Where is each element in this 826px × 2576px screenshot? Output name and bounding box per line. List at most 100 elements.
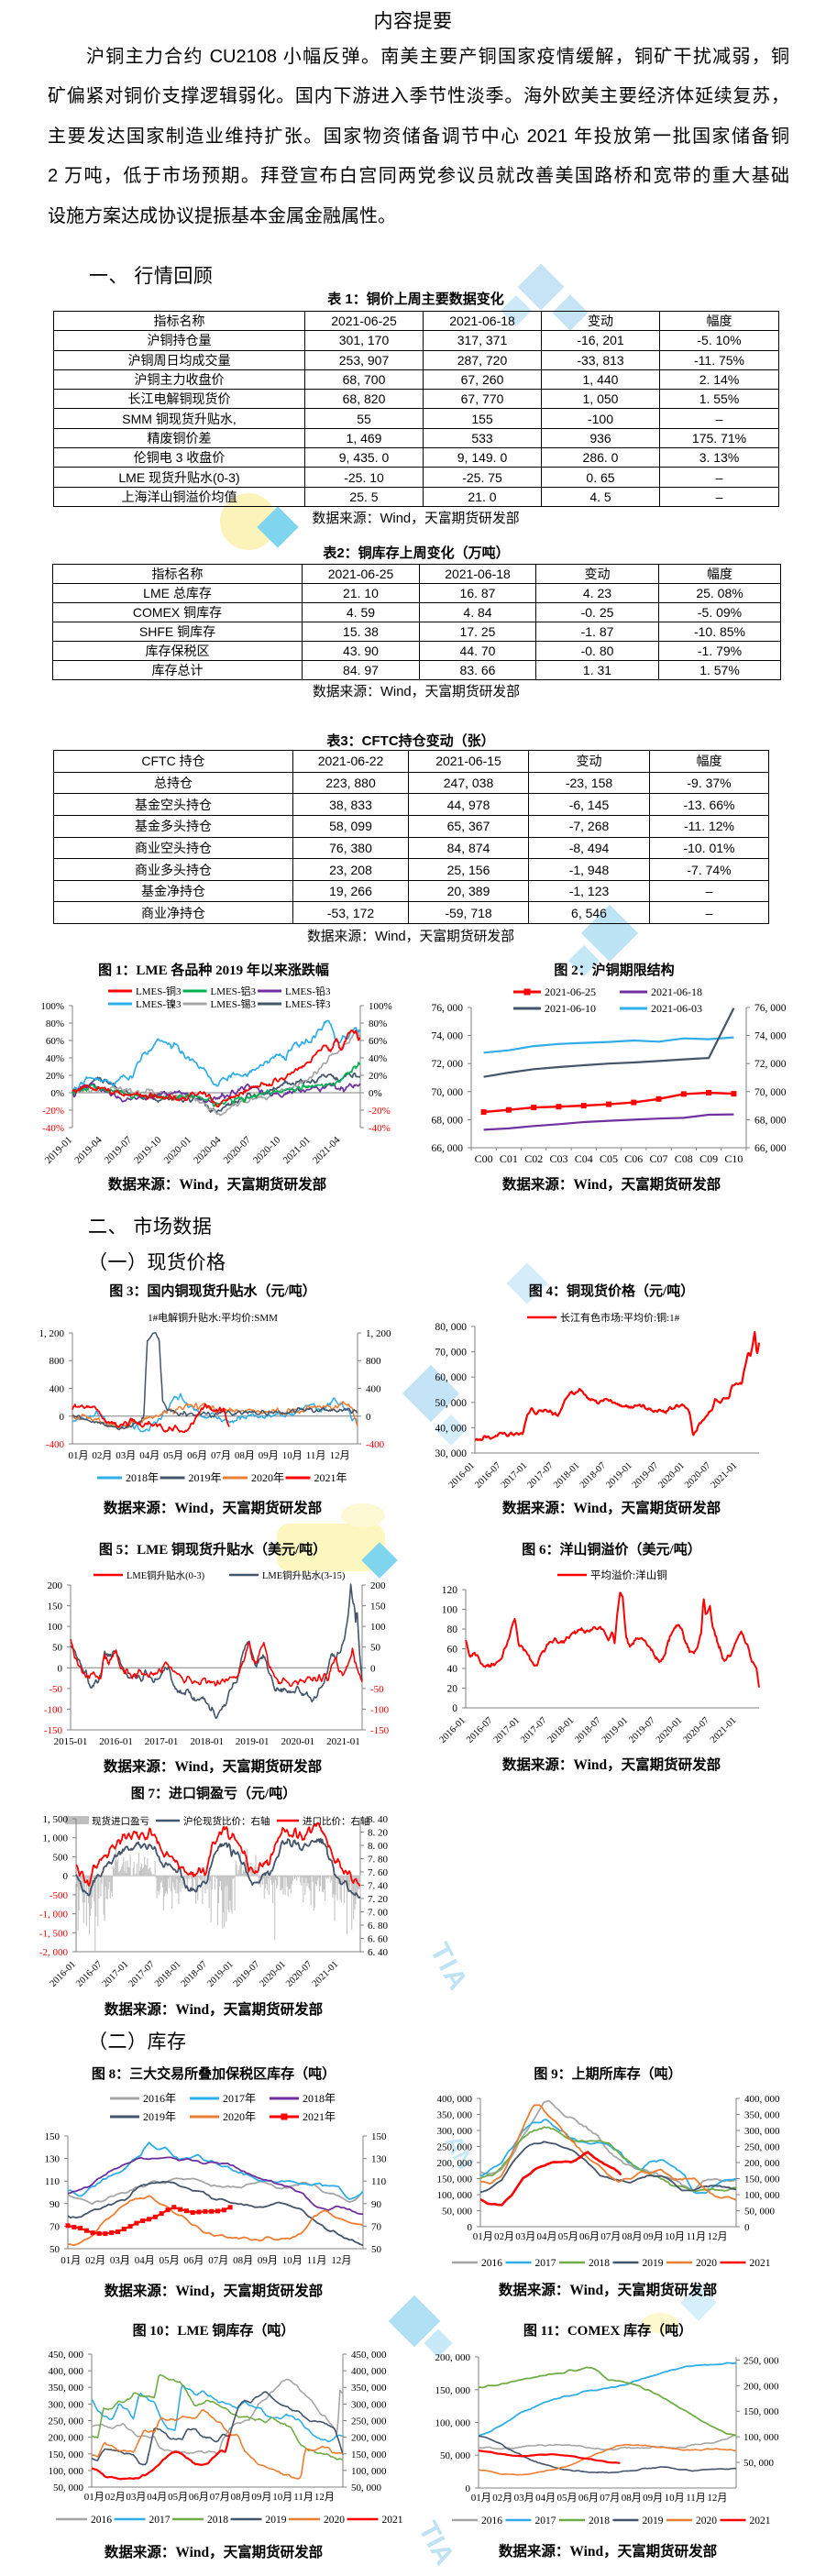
- svg-text:50, 000: 50, 000: [743, 2458, 775, 2469]
- svg-text:20: 20: [447, 1684, 458, 1695]
- svg-text:数据来源：Wind，天富期货研发部: 数据来源：Wind，天富期货研发部: [104, 1499, 323, 1516]
- svg-text:图 6：洋山铜溢价（美元/吨）: 图 6：洋山铜溢价（美元/吨）: [522, 1541, 700, 1558]
- svg-text:11月: 11月: [306, 1450, 326, 1461]
- svg-text:07月: 07月: [600, 2493, 620, 2504]
- svg-text:2019-01: 2019-01: [205, 1959, 236, 1989]
- svg-text:60: 60: [447, 1645, 458, 1656]
- svg-text:7. 20: 7. 20: [368, 1894, 389, 1905]
- svg-text:2020-01: 2020-01: [657, 1460, 688, 1491]
- svg-text:0: 0: [370, 1663, 376, 1674]
- svg-text:-50: -50: [49, 1684, 62, 1695]
- svg-text:05月: 05月: [558, 2231, 578, 2242]
- svg-text:50, 000: 50, 000: [744, 2207, 776, 2218]
- svg-text:150: 150: [370, 1602, 386, 1613]
- svg-text:50: 50: [371, 2244, 382, 2255]
- svg-text:400: 400: [50, 1384, 65, 1395]
- svg-text:06月: 06月: [579, 2231, 600, 2242]
- svg-text:2020年: 2020年: [251, 1471, 284, 1484]
- svg-text:200, 000: 200, 000: [437, 2158, 473, 2169]
- svg-text:2016-01: 2016-01: [99, 1736, 133, 1747]
- svg-text:100, 000: 100, 000: [351, 2466, 387, 2477]
- svg-text:7. 40: 7. 40: [368, 1881, 389, 1892]
- svg-text:300, 000: 300, 000: [437, 2126, 473, 2137]
- svg-text:2021-01: 2021-01: [326, 1736, 360, 1747]
- svg-text:09月: 09月: [259, 1450, 279, 1461]
- svg-text:2020: 2020: [324, 2515, 345, 2526]
- svg-text:数据来源：Wind，天富期货研发部: 数据来源：Wind，天富期货研发部: [105, 2543, 324, 2560]
- svg-text:76, 000: 76, 000: [754, 1003, 787, 1014]
- svg-text:2017: 2017: [149, 2515, 171, 2526]
- svg-text:01月: 01月: [473, 2231, 493, 2242]
- svg-text:11月: 11月: [307, 2255, 327, 2266]
- svg-text:72, 000: 72, 000: [754, 1059, 787, 1070]
- svg-text:2021-01: 2021-01: [311, 1959, 341, 1989]
- svg-text:-150: -150: [44, 1725, 63, 1736]
- svg-text:LME铜升贴水(0-3): LME铜升贴水(0-3): [127, 1569, 205, 1581]
- svg-text:长江有色市场:平均价:铜:1#: 长江有色市场:平均价:铜:1#: [560, 1311, 680, 1324]
- svg-text:图 10：LME 铜库存（吨）: 图 10：LME 铜库存（吨）: [133, 2322, 295, 2339]
- svg-text:图 7：进口铜盈亏（元/吨）: 图 7：进口铜盈亏（元/吨）: [131, 1785, 296, 1801]
- svg-text:07月: 07月: [210, 2492, 230, 2503]
- svg-text:-100: -100: [370, 1704, 390, 1715]
- svg-text:250, 000: 250, 000: [744, 2142, 780, 2153]
- svg-text:2018年: 2018年: [303, 2092, 336, 2105]
- svg-text:7. 60: 7. 60: [368, 1867, 389, 1878]
- svg-text:C02: C02: [524, 1152, 543, 1165]
- svg-text:100, 000: 100, 000: [437, 2190, 473, 2201]
- svg-text:2021-06-25: 2021-06-25: [545, 985, 596, 998]
- svg-text:100: 100: [370, 1622, 386, 1633]
- svg-text:300, 000: 300, 000: [744, 2126, 780, 2137]
- svg-text:C01: C01: [500, 1152, 518, 1165]
- svg-text:70, 000: 70, 000: [754, 1087, 787, 1098]
- svg-text:-400: -400: [46, 1439, 65, 1450]
- svg-text:74, 000: 74, 000: [754, 1031, 787, 1042]
- svg-text:100, 000: 100, 000: [435, 2418, 471, 2429]
- svg-text:08月: 08月: [622, 2231, 643, 2242]
- svg-text:沪伦现货比价：右轴: 沪伦现货比价：右轴: [183, 1815, 270, 1827]
- svg-text:-1, 500: -1, 500: [39, 1928, 69, 1939]
- svg-text:2016-07: 2016-07: [473, 1460, 503, 1491]
- svg-text:250, 000: 250, 000: [437, 2142, 473, 2153]
- svg-text:C10: C10: [724, 1152, 743, 1165]
- svg-text:50, 000: 50, 000: [351, 2482, 382, 2493]
- svg-text:130: 130: [371, 2154, 387, 2165]
- svg-text:2016: 2016: [481, 2515, 502, 2526]
- svg-text:74, 000: 74, 000: [432, 1031, 464, 1042]
- svg-text:-50: -50: [370, 1684, 384, 1695]
- svg-text:200, 000: 200, 000: [49, 2433, 84, 2444]
- svg-text:30, 000: 30, 000: [435, 1448, 468, 1459]
- svg-text:2019-07: 2019-07: [631, 1460, 661, 1491]
- svg-text:C07: C07: [649, 1152, 667, 1165]
- svg-text:50: 50: [52, 1643, 63, 1654]
- svg-text:-40%: -40%: [42, 1123, 64, 1134]
- svg-text:8. 40: 8. 40: [368, 1814, 389, 1825]
- svg-text:01月: 01月: [471, 2493, 491, 2504]
- svg-text:150: 150: [48, 1602, 63, 1613]
- svg-text:350, 000: 350, 000: [744, 2110, 780, 2121]
- svg-text:1, 200: 1, 200: [39, 1328, 65, 1339]
- svg-text:LMES-铅3: LMES-铅3: [285, 985, 331, 997]
- svg-text:图 2：沪铜期限结构: 图 2：沪铜期限结构: [554, 962, 674, 978]
- svg-text:2017-07: 2017-07: [519, 1715, 549, 1745]
- svg-text:2018: 2018: [589, 2258, 610, 2269]
- svg-text:100%: 100%: [369, 1001, 392, 1012]
- svg-text:450, 000: 450, 000: [351, 2350, 387, 2361]
- svg-text:150, 000: 150, 000: [743, 2406, 779, 2417]
- svg-text:76, 000: 76, 000: [432, 1003, 464, 1014]
- svg-text:2019-01: 2019-01: [43, 1135, 74, 1166]
- svg-text:2018: 2018: [207, 2515, 228, 2526]
- svg-text:40, 000: 40, 000: [435, 1423, 468, 1434]
- svg-text:11月: 11月: [686, 2493, 706, 2504]
- svg-text:09月: 09月: [643, 2493, 663, 2504]
- svg-text:2021-04: 2021-04: [311, 1134, 343, 1166]
- svg-text:图 4：铜现货价格（元/吨）: 图 4：铜现货价格（元/吨）: [529, 1282, 694, 1299]
- svg-text:150, 000: 150, 000: [49, 2449, 84, 2460]
- svg-text:图 9：上期所库存（吨）: 图 9：上期所库存（吨）: [534, 2065, 681, 2082]
- svg-text:400, 000: 400, 000: [49, 2366, 84, 2377]
- svg-text:0%: 0%: [369, 1088, 382, 1099]
- svg-text:2018-01: 2018-01: [546, 1715, 577, 1745]
- svg-text:150, 000: 150, 000: [744, 2174, 780, 2185]
- svg-text:800: 800: [366, 1356, 381, 1367]
- svg-text:12月: 12月: [330, 1450, 350, 1461]
- svg-text:数据来源：Wind，天富期货研发部: 数据来源：Wind，天富期货研发部: [105, 2000, 324, 2018]
